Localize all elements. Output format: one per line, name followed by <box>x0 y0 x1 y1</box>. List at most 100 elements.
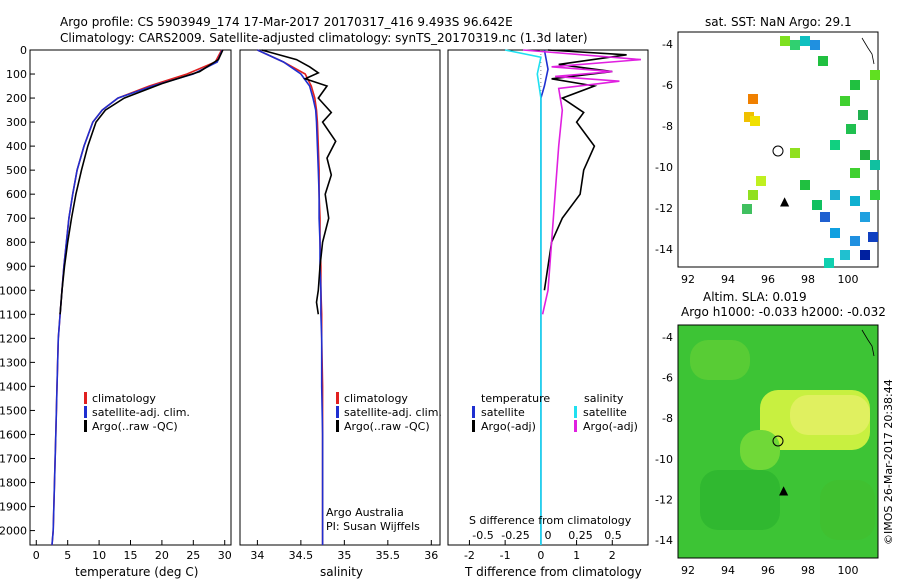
x-tick-label: 20 <box>155 549 169 562</box>
sst-cell <box>846 124 856 134</box>
legend-climatology-swatch <box>84 392 87 404</box>
temperature-axes <box>29 49 232 546</box>
sst-cell <box>860 250 870 260</box>
x-tick-label: 2 <box>609 549 616 562</box>
sla-cell <box>690 340 750 380</box>
sst-cell <box>850 80 860 90</box>
depth-tick-label: 1600 <box>0 428 27 441</box>
x-tick-label: 34 <box>250 549 264 562</box>
imos-stamp: ©IMOS 26-Mar-2017 20:38:44 <box>882 379 895 545</box>
sst-cell <box>860 150 870 160</box>
map-y-tick-label: -12 <box>655 202 673 215</box>
sst-argo-triangle: ▲ <box>780 194 790 208</box>
legend-climatology-swatch <box>336 392 339 404</box>
map-y-tick-label: -8 <box>662 120 673 133</box>
depth-tick-label: 600 <box>6 188 27 201</box>
depth-tick-label: 1400 <box>0 380 27 393</box>
series-climatology <box>257 49 324 545</box>
depth-tick-label: 1100 <box>0 308 27 321</box>
series-argo <box>261 49 337 315</box>
sst-cell <box>790 148 800 158</box>
legend-satellite-swatch <box>336 406 339 418</box>
s-tick-label: -0.5 <box>472 529 493 542</box>
depth-tick-label: 200 <box>6 92 27 105</box>
temperature-panel: 0100200300400500600700800900100011001200… <box>0 44 232 579</box>
sla-coastline <box>861 329 875 357</box>
s-tick-label: 0.25 <box>568 529 593 542</box>
x-tick-label: 34.5 <box>289 549 314 562</box>
sst-cell <box>824 258 834 268</box>
sla-argo-position-marker <box>772 435 784 447</box>
series-s-argo-adj- <box>522 49 641 315</box>
s-tick-label: -0.25 <box>501 529 529 542</box>
depth-tick-label: 500 <box>6 164 27 177</box>
map-y-tick-label: -4 <box>662 38 673 51</box>
sst-cell <box>810 40 820 50</box>
sst-cell <box>868 232 878 242</box>
depth-tick-label: 900 <box>6 260 27 273</box>
legend-t-satellite: satellite <box>481 406 525 419</box>
temperature-xlabel: temperature (deg C) <box>75 565 198 579</box>
x-tick-label: 10 <box>92 549 106 562</box>
sst-cell <box>744 112 754 122</box>
sst-cell <box>750 116 760 126</box>
x-tick-label: 15 <box>124 549 138 562</box>
x-tick-label: 0 <box>537 549 544 562</box>
legend-header-temperature: temperature <box>481 392 550 405</box>
legend-t-argo-swatch <box>472 420 475 432</box>
legend-satellite: satellite-adj. clim. <box>92 406 190 419</box>
sst-cell <box>870 70 880 80</box>
s-tick-label: 0 <box>545 529 552 542</box>
depth-tick-label: 700 <box>6 212 27 225</box>
legend-header-salinity: salinity <box>584 392 624 405</box>
sla-argo-triangle: ▲ <box>779 483 789 497</box>
sst-cell <box>850 168 860 178</box>
series-s-satellite <box>504 49 542 545</box>
legend-argo-swatch <box>84 420 87 432</box>
depth-tick-label: 1800 <box>0 477 27 490</box>
map-x-tick-label: 96 <box>761 273 775 286</box>
sla-cell <box>740 430 780 470</box>
sst-argo-position-marker <box>772 145 784 157</box>
sst-cell <box>870 190 880 200</box>
map-x-tick-label: 100 <box>838 564 859 577</box>
x-tick-label: -1 <box>500 549 511 562</box>
legend-climatology: climatology <box>92 392 156 405</box>
sst-cell <box>748 190 758 200</box>
legend-argo: Argo(..raw -QC) <box>344 420 430 433</box>
sst-cell <box>870 160 880 170</box>
x-tick-label: 35.5 <box>376 549 401 562</box>
sla-map: Altim. SLA: 0.019 Argo h1000: -0.033 h20… <box>655 290 886 577</box>
legend-s-argo-swatch <box>574 420 577 432</box>
sla-cell <box>790 395 870 435</box>
difference-legend: temperature salinity satellite Argo(-adj… <box>472 392 638 433</box>
sst-coastline <box>861 37 875 65</box>
sst-cell <box>812 200 822 210</box>
map-x-tick-label: 100 <box>838 273 859 286</box>
x-tick-label: 5 <box>64 549 71 562</box>
sst-map-axes <box>677 31 879 268</box>
map-y-tick-label: -14 <box>655 243 673 256</box>
sst-cell <box>818 56 828 66</box>
map-x-tick-label: 92 <box>681 273 695 286</box>
legend-satellite: satellite-adj. clim. <box>344 406 442 419</box>
x-tick-label: 1 <box>573 549 580 562</box>
depth-tick-label: 100 <box>6 68 27 81</box>
depth-tick-label: 1300 <box>0 356 27 369</box>
sst-cell <box>850 196 860 206</box>
map-x-tick-label: 98 <box>801 564 815 577</box>
depth-tick-label: 1500 <box>0 404 27 417</box>
salinity-xlabel: salinity <box>320 565 363 579</box>
sst-cell <box>756 176 766 186</box>
map-x-tick-label: 94 <box>721 273 735 286</box>
sla-map-title-1: Altim. SLA: 0.019 <box>703 290 807 304</box>
sla-map-title-2: Argo h1000: -0.033 h2000: -0.032 <box>681 305 886 319</box>
depth-tick-label: 1000 <box>0 284 27 297</box>
depth-tick-label: 0 <box>20 44 27 57</box>
x-tick-label: 0 <box>33 549 40 562</box>
header-line-2: Climatology: CARS2009. Satellite-adjuste… <box>60 31 588 45</box>
map-x-tick-label: 94 <box>721 564 735 577</box>
sst-cell <box>748 94 758 104</box>
depth-tick-label: 800 <box>6 236 27 249</box>
